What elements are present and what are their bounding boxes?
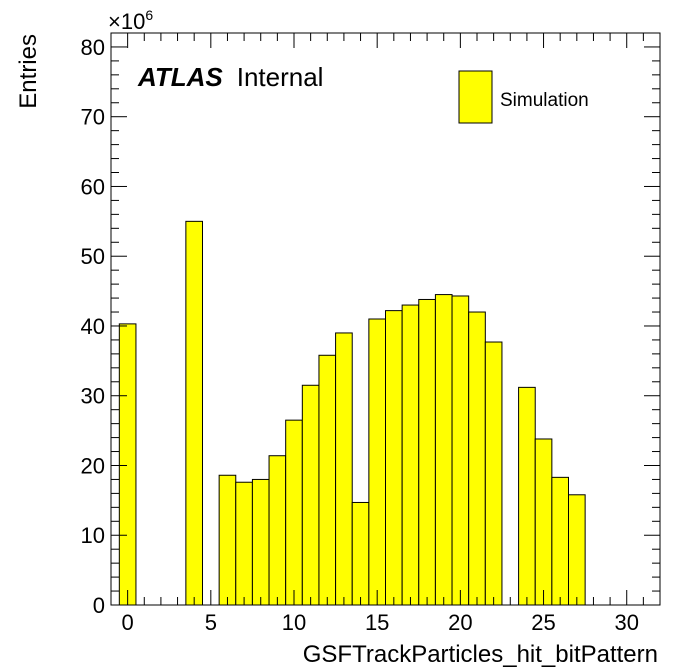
y-tick-label: 20	[81, 453, 105, 478]
histogram-bar	[468, 311, 486, 606]
atlas-label-status: Internal	[237, 62, 324, 92]
histogram-bar	[268, 455, 287, 606]
legend-swatch	[458, 70, 493, 124]
y-tick-label: 30	[81, 384, 105, 409]
legend-entry-simulation: Simulation	[500, 90, 589, 111]
histogram-bar	[451, 295, 470, 606]
bars-layer	[118, 220, 586, 606]
histogram-bar	[434, 294, 453, 606]
histogram-bar	[385, 310, 403, 606]
histogram-bar	[285, 419, 303, 606]
y-tick-label: 70	[81, 105, 105, 130]
plot-frame	[110, 32, 661, 606]
y-multiplier-base: ×10	[108, 9, 145, 34]
x-tick-label: 25	[531, 610, 555, 635]
histogram-bar	[185, 220, 203, 606]
x-axis-title: GSFTrackParticles_hit_bitPattern	[303, 641, 658, 668]
y-multiplier-exponent: 6	[145, 7, 153, 23]
histogram-bar	[251, 478, 270, 606]
y-tick-label: 40	[81, 314, 105, 339]
y-multiplier: ×106	[108, 7, 153, 34]
histogram-bar	[484, 341, 503, 606]
x-tick-label: 0	[122, 610, 134, 635]
histogram-bar	[518, 386, 536, 606]
y-tick-label: 0	[93, 593, 105, 618]
histogram-bar	[351, 501, 370, 606]
histogram-bar	[368, 318, 387, 606]
histogram-bar	[335, 332, 353, 606]
y-tick-label: 80	[81, 35, 105, 60]
histogram-bar	[301, 384, 320, 606]
atlas-label: ATLAS Internal	[137, 62, 323, 92]
histogram-bar	[118, 323, 137, 606]
histogram-bar	[401, 304, 420, 606]
tick-labels-layer: 0 5 10 15 20 25 30 0 10 20 30 40 50 60 70 80	[81, 35, 639, 635]
x-tick-label: 20	[448, 610, 472, 635]
histogram-bar	[235, 481, 253, 606]
x-tick-label: 30	[614, 610, 638, 635]
ticks-layer	[110, 32, 661, 606]
x-tick-label: 10	[282, 610, 306, 635]
atlas-label-bold: ATLAS	[137, 62, 223, 92]
y-tick-label: 50	[81, 244, 105, 269]
x-tick-label: 5	[205, 610, 217, 635]
histogram-bar	[418, 298, 436, 606]
histogram-bar	[551, 476, 570, 606]
histogram-bar	[318, 354, 337, 606]
y-tick-label: 60	[81, 174, 105, 199]
x-tick-label: 15	[365, 610, 389, 635]
histogram-bar	[568, 494, 586, 606]
y-axis-title: Entries	[15, 34, 42, 109]
y-tick-label: 10	[81, 523, 105, 548]
histogram-bar	[218, 474, 237, 606]
histogram-bar	[534, 438, 553, 606]
